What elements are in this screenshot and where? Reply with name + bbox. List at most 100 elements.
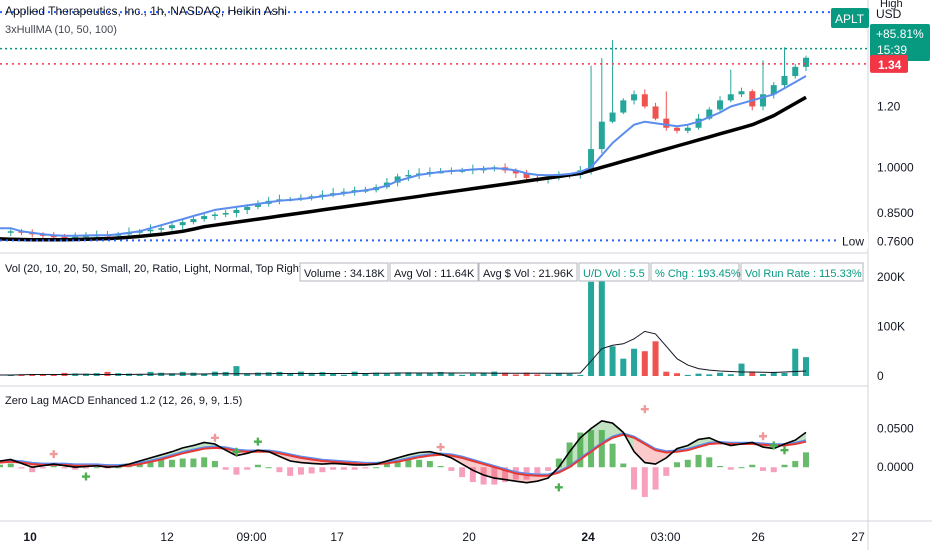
macd-histogram-bar	[287, 467, 294, 476]
macd-histogram-bar	[297, 467, 304, 475]
volume-bar	[523, 372, 530, 376]
candle-body	[201, 216, 208, 220]
macd-histogram-bar	[426, 461, 433, 468]
macd-histogram-bar	[792, 461, 799, 468]
macd-histogram-bar	[577, 432, 584, 468]
price-tick-label: 1.0000	[877, 160, 914, 174]
volume-bar	[770, 371, 777, 376]
candle-body	[727, 94, 734, 101]
macd-histogram-bar	[179, 458, 186, 468]
candle-body	[663, 118, 670, 128]
macd-cross-marker	[436, 443, 445, 452]
candle-body	[72, 236, 79, 239]
candle-body	[792, 66, 799, 77]
last-price-badge-bg	[870, 54, 908, 73]
volume-bar	[727, 374, 734, 376]
candle-body	[394, 176, 401, 183]
macd-histogram-bar	[82, 467, 89, 469]
volume-bar	[233, 366, 240, 376]
macd-histogram-bar	[29, 467, 36, 473]
macd-histogram-bar	[760, 467, 767, 471]
chart-title: Applied Therapeutics, Inc., 1h, NASDAQ, …	[5, 4, 287, 18]
volume-bar	[555, 373, 562, 376]
volume-bar	[566, 373, 573, 376]
volume-legend: Vol (20, 10, 20, 50, Small, 20, Ratio, L…	[5, 263, 306, 275]
macd-histogram-bar	[803, 452, 809, 468]
volume-bar	[663, 371, 670, 376]
macd-cross-marker	[780, 446, 789, 455]
time-axis-label: 26	[751, 530, 765, 544]
macd-histogram-bar	[373, 467, 380, 469]
macd-histogram-bar	[244, 467, 251, 470]
candle-body	[609, 112, 616, 122]
candle-body	[684, 127, 691, 131]
candle-body	[770, 85, 777, 95]
macd-histogram-bar	[330, 467, 337, 470]
volume-bar	[609, 346, 616, 376]
volume-bar	[168, 373, 175, 376]
macd-cross-marker	[49, 450, 58, 459]
macd-histogram-bar	[480, 467, 487, 485]
candle-body	[512, 170, 519, 174]
volume-bar	[641, 351, 648, 376]
ticker-badge: APLT	[835, 12, 865, 26]
macd-histogram-bar	[459, 467, 466, 478]
macd-histogram-bar	[684, 459, 691, 468]
candle-body	[749, 91, 756, 107]
volume-stat-4: % Chg : 193.45%	[655, 268, 741, 280]
macd-histogram	[0, 430, 809, 497]
macd-histogram-bar	[383, 463, 390, 468]
volume-tick-label: 0	[877, 369, 884, 383]
macd-histogram-bar	[663, 467, 670, 476]
volume-bars	[7, 269, 809, 376]
volume-bar	[792, 348, 799, 376]
candle-body	[674, 127, 681, 131]
candle-body	[781, 76, 788, 86]
macd-histogram-bar	[61, 467, 68, 469]
macd-histogram-bar	[555, 458, 562, 468]
volume-stat-box	[389, 262, 479, 282]
candle-body	[233, 209, 240, 213]
candle-body	[620, 100, 627, 113]
volume-stat-0: Volume : 34.18K	[304, 268, 385, 280]
macd-histogram-bar	[674, 462, 681, 468]
macd-histogram-bar	[609, 443, 616, 468]
macd-histogram-bar	[394, 461, 401, 468]
macd-cross-marker	[759, 432, 768, 441]
volume-bar	[340, 374, 347, 376]
volume-bar	[684, 374, 691, 376]
candle-body	[760, 94, 767, 107]
candle-body	[695, 118, 702, 128]
candle-body	[641, 94, 648, 107]
ticker-badge-bg	[831, 8, 869, 28]
macd-histogram-bar	[749, 464, 756, 468]
volume-bar	[405, 372, 412, 376]
candle-body	[652, 106, 659, 119]
change-badge: +85.81%	[876, 27, 924, 41]
candle-body	[405, 174, 412, 177]
macd-histogram-bar	[727, 467, 734, 470]
volume-bar	[480, 373, 487, 376]
volume-bar	[383, 373, 390, 376]
macd-histogram-bar	[437, 465, 444, 468]
candle-body	[179, 222, 186, 226]
volume-bar	[577, 374, 584, 376]
macd-histogram-bar	[641, 467, 648, 497]
macd-histogram-bar	[168, 459, 175, 468]
volume-stat-1: Avg Vol : 11.64K	[394, 268, 475, 280]
macd-fill-segment	[655, 450, 667, 465]
hull-ma-legend: 3xHullMA (10, 50, 100)	[5, 24, 117, 36]
macd-histogram-bar	[652, 467, 659, 490]
macd-histogram-bar	[706, 457, 713, 468]
candle-body	[706, 109, 713, 119]
time-axis-label: 20	[462, 530, 476, 544]
macd-histogram-bar	[254, 464, 261, 468]
price-tick-label: 0.8500	[877, 206, 914, 220]
volume-bar	[760, 373, 767, 376]
candle-body	[598, 121, 605, 150]
volume-bar	[749, 372, 756, 376]
candle-body	[588, 149, 595, 171]
volume-bar	[394, 372, 401, 376]
volume-bar	[502, 372, 509, 376]
